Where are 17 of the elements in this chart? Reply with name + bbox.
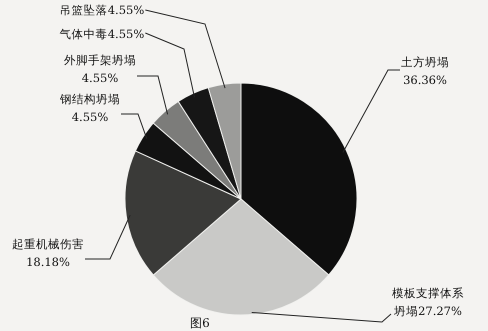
slice-label: 起重机械伤害 (12, 237, 84, 251)
slice-label: 模板支撑体系坍塌27.27% (392, 286, 464, 318)
slice-label: 钢结构坍塌 (59, 92, 120, 106)
slice-label: 吊篮坠落4.55% (60, 3, 144, 17)
slice-label: 土方坍塌 (401, 55, 449, 69)
text: 图6 (190, 316, 210, 330)
pie-slice (152, 100, 242, 200)
slice-label: 外脚手架坍塌 (64, 53, 136, 67)
pie-slice (134, 122, 242, 200)
pie-slice (152, 198, 330, 316)
pie-slice (240, 82, 358, 276)
pie-slice (124, 150, 242, 276)
data-label: 36.36% (403, 73, 447, 87)
slice-label: 气体中毒4.55% (60, 27, 144, 41)
data-label: 18.18% (26, 255, 70, 269)
data-label: 4.55% (72, 110, 108, 124)
data-label: 4.55% (82, 71, 118, 85)
